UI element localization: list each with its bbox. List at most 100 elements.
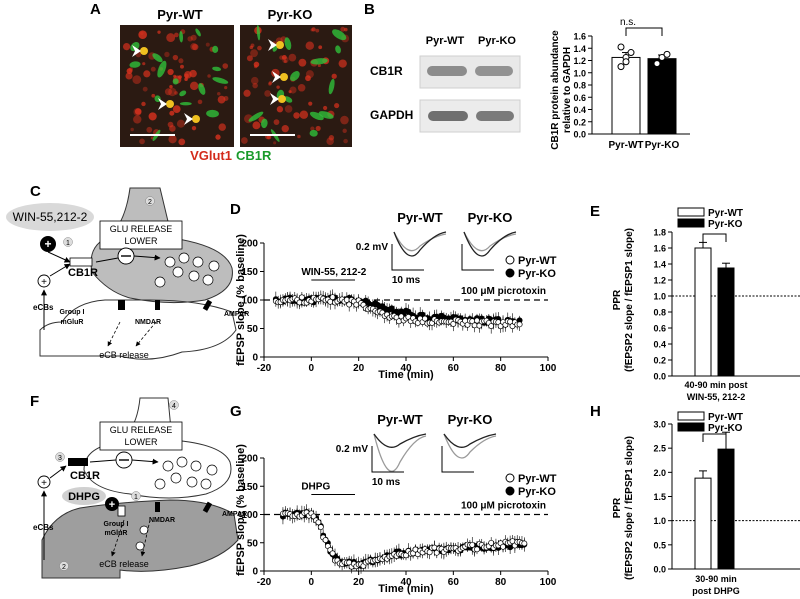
- cb1r-puncta: [284, 37, 292, 50]
- cb1r-puncta: [290, 71, 300, 82]
- nmdar-receptor: [155, 300, 160, 310]
- vglut1-puncta: [126, 68, 133, 74]
- y-tick-label: 0.8: [653, 308, 666, 318]
- legend-label: Pyr-KO: [708, 219, 743, 230]
- ampar-label: AMPAR: [222, 511, 247, 518]
- x-tick-label: Pyr-WT: [609, 140, 644, 151]
- data-point: [658, 53, 666, 61]
- vglut1-puncta: [249, 45, 254, 50]
- trace-baseline: [443, 433, 497, 448]
- picrotoxin-label: 100 μM picrotoxin: [461, 286, 546, 297]
- step-number: 4: [172, 403, 176, 410]
- cb1r-puncta: [328, 78, 335, 95]
- significance-bracket: [702, 433, 727, 442]
- vglut1-puncta: [138, 30, 147, 40]
- x-tick-label: 0: [309, 363, 315, 374]
- bar: [611, 56, 641, 135]
- y-tick-label: 1.6: [573, 32, 586, 42]
- trace-title: Pyr-KO: [468, 210, 513, 225]
- y-tick-label: 0.2: [653, 356, 666, 366]
- panel-letter: C: [30, 183, 41, 200]
- vglut1-puncta: [205, 42, 210, 47]
- vglut1-puncta: [207, 74, 211, 78]
- drug-label: DHPG: [301, 482, 330, 493]
- legend-vglut1: VGlut1: [190, 148, 232, 163]
- x-tick-label: 20: [353, 577, 365, 588]
- panel-h: H PPR (fEPSP2 slope / fEPSP1 slope) 0.00…: [590, 403, 800, 596]
- postsynaptic-neuron: [39, 299, 237, 360]
- bar: [717, 448, 735, 570]
- vesicles: [154, 456, 218, 490]
- vglut1-puncta: [246, 55, 253, 62]
- legend-marker: [505, 473, 515, 483]
- vglut1-puncta: [168, 135, 177, 144]
- vglut1-puncta: [150, 66, 156, 72]
- vglut1-puncta: [288, 53, 297, 62]
- y-tick-label: 1.6: [653, 244, 666, 254]
- vglut1-puncta: [252, 121, 261, 130]
- step-number: 1: [66, 240, 70, 247]
- cb1r-puncta: [248, 111, 264, 122]
- agonist-icon: [105, 497, 119, 511]
- y-tick-label: 50: [247, 538, 259, 549]
- legend-marker: [505, 486, 515, 496]
- trace-title: Pyr-KO: [448, 412, 493, 427]
- y-tick-label: 0.6: [653, 324, 666, 334]
- vglut1-puncta: [190, 43, 198, 51]
- y-tick-label: 0.5: [653, 540, 666, 550]
- vglut1-puncta: [217, 95, 226, 104]
- data-point: [516, 321, 523, 328]
- data-point: [315, 519, 322, 526]
- vglut1-puncta: [276, 106, 284, 113]
- vglut1-puncta: [305, 70, 314, 79]
- vglut1-puncta: [279, 55, 284, 60]
- x-axis-label: Time (min): [378, 583, 434, 595]
- y-tick-label: 100: [241, 510, 258, 521]
- cb1r-puncta: [212, 77, 229, 84]
- vglut1-puncta: [224, 86, 228, 90]
- data-point: [395, 318, 402, 325]
- panel-letter: E: [590, 203, 600, 220]
- legend-label: Pyr-KO: [518, 486, 556, 498]
- panel-d: D fEPSP slope (% baseline) Time (min) 0 5…: [230, 201, 557, 381]
- y-tick-label: 200: [241, 454, 258, 465]
- mglur-receptor: [117, 505, 126, 517]
- group1-label: Group I: [60, 309, 85, 316]
- vglut1-puncta: [308, 101, 313, 106]
- vglut1-puncta: [250, 76, 259, 85]
- vglut1-puncta: [189, 81, 199, 91]
- panel-e: E PPR (fEPSP2 slope / fEPSP1 slope) 0.00…: [590, 203, 800, 402]
- vglut1-puncta: [169, 125, 176, 132]
- data-point: [474, 317, 480, 324]
- cb1r-puncta: [284, 96, 293, 103]
- legend-swatch: [677, 411, 705, 421]
- trace-post: [393, 231, 447, 252]
- y-tick-label: 1.0: [653, 292, 666, 302]
- glu-release-label: GLU RELEASE: [110, 224, 173, 234]
- western-blot-gapdh: [419, 99, 521, 133]
- scale-bar: [461, 244, 494, 271]
- legend-swatch: [677, 422, 705, 432]
- vglut1-puncta: [328, 135, 335, 141]
- vglut1-puncta: [297, 83, 306, 92]
- vglut1-puncta: [338, 59, 347, 68]
- panel-letter: A: [90, 1, 101, 18]
- y-axis-label: fEPSP slope (% baseline): [235, 234, 247, 366]
- data-point: [421, 315, 428, 322]
- vglut1-puncta: [284, 105, 293, 113]
- panel-f: F GLU RELEASE LOWER 4 3 CB1R DHPG + 1 G: [30, 393, 247, 579]
- scale-label-mv: 0.2 mV: [356, 242, 389, 253]
- colocalized-puncta: [276, 41, 284, 49]
- vglut1-puncta: [125, 72, 133, 80]
- vglut1-puncta: [122, 42, 131, 51]
- drug-label: WIN-55,212-2: [13, 210, 88, 224]
- y-tick-label: 100: [241, 296, 258, 307]
- vglut1-puncta: [164, 88, 172, 96]
- trace-title: Pyr-WT: [397, 210, 443, 225]
- vglut1-puncta: [143, 70, 151, 78]
- x-tick-label: 20: [353, 363, 365, 374]
- y-tick-label: 1.2: [573, 56, 586, 66]
- data-point: [622, 58, 630, 66]
- panel-letter: B: [364, 1, 375, 18]
